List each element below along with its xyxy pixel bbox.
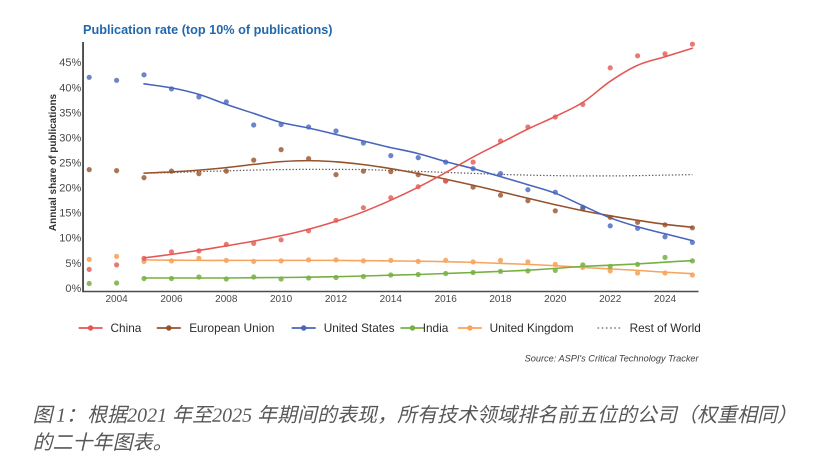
svg-text:2010: 2010 (270, 294, 293, 305)
svg-text:Publication rate (top 10% of p: Publication rate (top 10% of publication… (83, 23, 333, 37)
svg-text:2018: 2018 (489, 294, 512, 305)
svg-text:Annual share of publications: Annual share of publications (48, 93, 59, 231)
svg-text:10%: 10% (59, 233, 81, 245)
svg-text:China: China (111, 321, 142, 335)
svg-text:Rest of World: Rest of World (630, 321, 701, 335)
svg-text:2004: 2004 (105, 294, 128, 305)
svg-text:India: India (423, 321, 449, 335)
svg-text:2020: 2020 (544, 294, 567, 305)
svg-text:European Union: European Union (189, 321, 274, 335)
svg-text:2024: 2024 (654, 294, 677, 305)
svg-text:2014: 2014 (380, 294, 403, 305)
svg-text:40%: 40% (59, 82, 81, 94)
svg-text:Source: ASPI's Critical Techno: Source: ASPI's Critical Technology Track… (525, 353, 700, 363)
svg-text:United Kingdom: United Kingdom (490, 321, 574, 335)
svg-text:25%: 25% (59, 158, 81, 170)
svg-text:2016: 2016 (435, 294, 458, 305)
svg-text:35%: 35% (59, 107, 81, 119)
svg-text:15%: 15% (59, 208, 81, 220)
svg-text:0%: 0% (65, 283, 81, 295)
svg-text:2012: 2012 (325, 294, 348, 305)
svg-text:30%: 30% (59, 132, 81, 144)
svg-text:45%: 45% (59, 57, 81, 69)
svg-text:United States: United States (324, 321, 395, 335)
svg-text:20%: 20% (59, 183, 81, 195)
svg-text:2022: 2022 (599, 294, 622, 305)
svg-text:2008: 2008 (215, 294, 238, 305)
svg-text:2006: 2006 (160, 294, 183, 305)
svg-text:5%: 5% (65, 258, 81, 270)
